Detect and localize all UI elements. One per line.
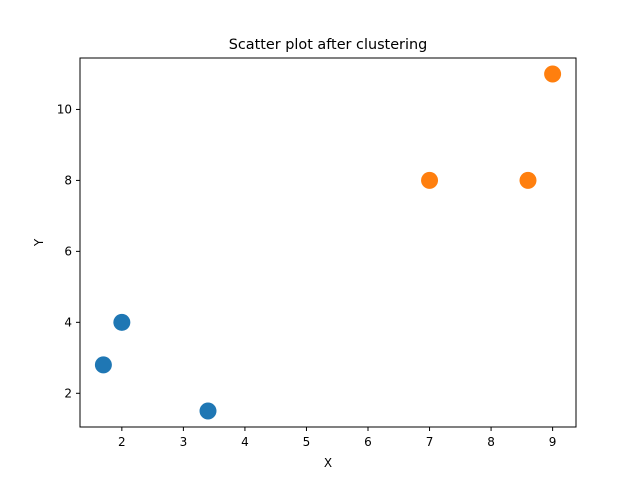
- x-tick-label-2: 2: [118, 435, 126, 449]
- data-point-cluster1-3: [199, 402, 217, 420]
- x-axis-label: X: [324, 456, 332, 470]
- x-tick-label-8: 8: [487, 435, 495, 449]
- chart-title: Scatter plot after clustering: [229, 37, 427, 53]
- data-point-cluster2-3: [544, 65, 562, 83]
- points-layer: [94, 65, 562, 420]
- y-tick-label-10: 10: [57, 102, 72, 116]
- x-axis-ticks: 2 3 4 5 6 7 8 9: [118, 427, 556, 449]
- x-tick-label-9: 9: [549, 435, 557, 449]
- y-tick-label-4: 4: [64, 315, 72, 329]
- y-tick-label-8: 8: [64, 173, 72, 187]
- plot-area-frame: [79, 57, 577, 428]
- y-axis-label: Y: [32, 238, 46, 247]
- x-tick-label-7: 7: [426, 435, 434, 449]
- data-point-cluster2-2: [519, 171, 537, 189]
- y-axis-ticks: 2 4 6 8 10: [57, 102, 80, 400]
- x-tick-label-5: 5: [303, 435, 311, 449]
- x-tick-label-4: 4: [241, 435, 249, 449]
- y-tick-label-6: 6: [64, 244, 72, 258]
- x-tick-label-6: 6: [364, 435, 372, 449]
- data-point-cluster1-1: [94, 356, 112, 374]
- data-point-cluster1-2: [113, 313, 131, 331]
- x-tick-label-3: 3: [180, 435, 188, 449]
- data-point-cluster2-1: [421, 171, 439, 189]
- y-tick-label-2: 2: [64, 386, 72, 400]
